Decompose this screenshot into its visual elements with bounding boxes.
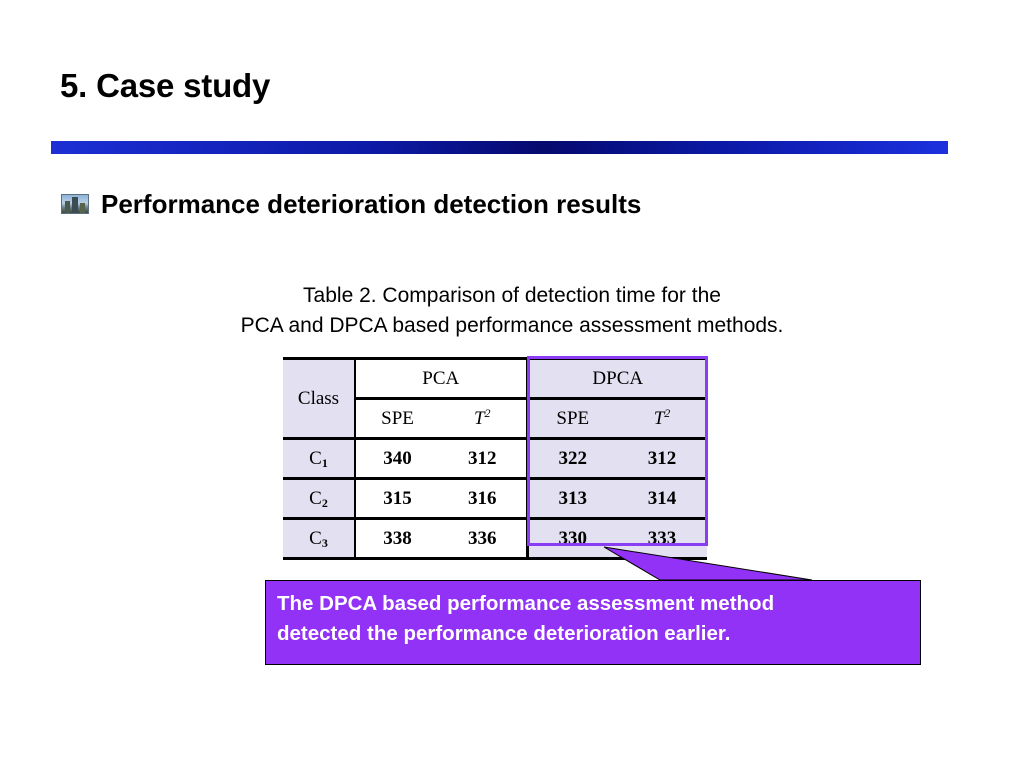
dpca-t2-cell: 333	[617, 518, 707, 560]
dpca-spe-cell: 330	[525, 518, 617, 560]
callout-box: The DPCA based performance assessment me…	[265, 580, 921, 665]
pca-spe-cell: 340	[355, 438, 439, 480]
table-caption-line2: PCA and DPCA based performance assessmen…	[240, 314, 784, 337]
slide-title: 5. Case study	[60, 67, 271, 104]
pca-spe-cell: 315	[355, 478, 439, 520]
title-rule	[51, 141, 948, 154]
dpca-spe-header: SPE	[525, 398, 617, 440]
pca-t2-header: T2	[439, 398, 527, 440]
class-column-header: Class	[283, 357, 356, 440]
class-cell: C3	[283, 518, 356, 560]
pca-spe-cell: 338	[355, 518, 439, 560]
building-photo-icon	[61, 194, 89, 214]
dpca-t2-cell: 314	[617, 478, 707, 520]
pca-t2-cell: 336	[439, 518, 527, 560]
callout-line1: The DPCA based performance assessment me…	[277, 592, 775, 615]
class-cell: C1	[283, 438, 356, 480]
pca-group-header: PCA	[355, 357, 527, 400]
table-row: C3 338 336 330 333	[283, 518, 707, 560]
class-cell: C2	[283, 478, 356, 520]
pca-t2-cell: 312	[439, 438, 527, 480]
pca-t2-cell: 316	[439, 478, 527, 520]
table-row: C1 340 312 322 312	[283, 438, 707, 480]
pca-spe-header: SPE	[355, 398, 439, 440]
dpca-spe-cell: 322	[525, 438, 617, 480]
dpca-spe-cell: 313	[525, 478, 617, 520]
dpca-t2-header: T2	[617, 398, 707, 440]
table-row: C2 315 316 313 314	[283, 478, 707, 520]
dpca-t2-cell: 312	[617, 438, 707, 480]
dpca-group-header: DPCA	[525, 357, 707, 400]
detection-time-table: Class PCA DPCA SPE T2 SPE T2 C1 340 312 …	[283, 357, 707, 560]
table-caption-line1: Table 2. Comparison of detection time fo…	[303, 284, 721, 307]
callout-line2: detected the performance deterioration e…	[277, 622, 731, 645]
section-heading: Performance deterioration detection resu…	[101, 189, 642, 219]
